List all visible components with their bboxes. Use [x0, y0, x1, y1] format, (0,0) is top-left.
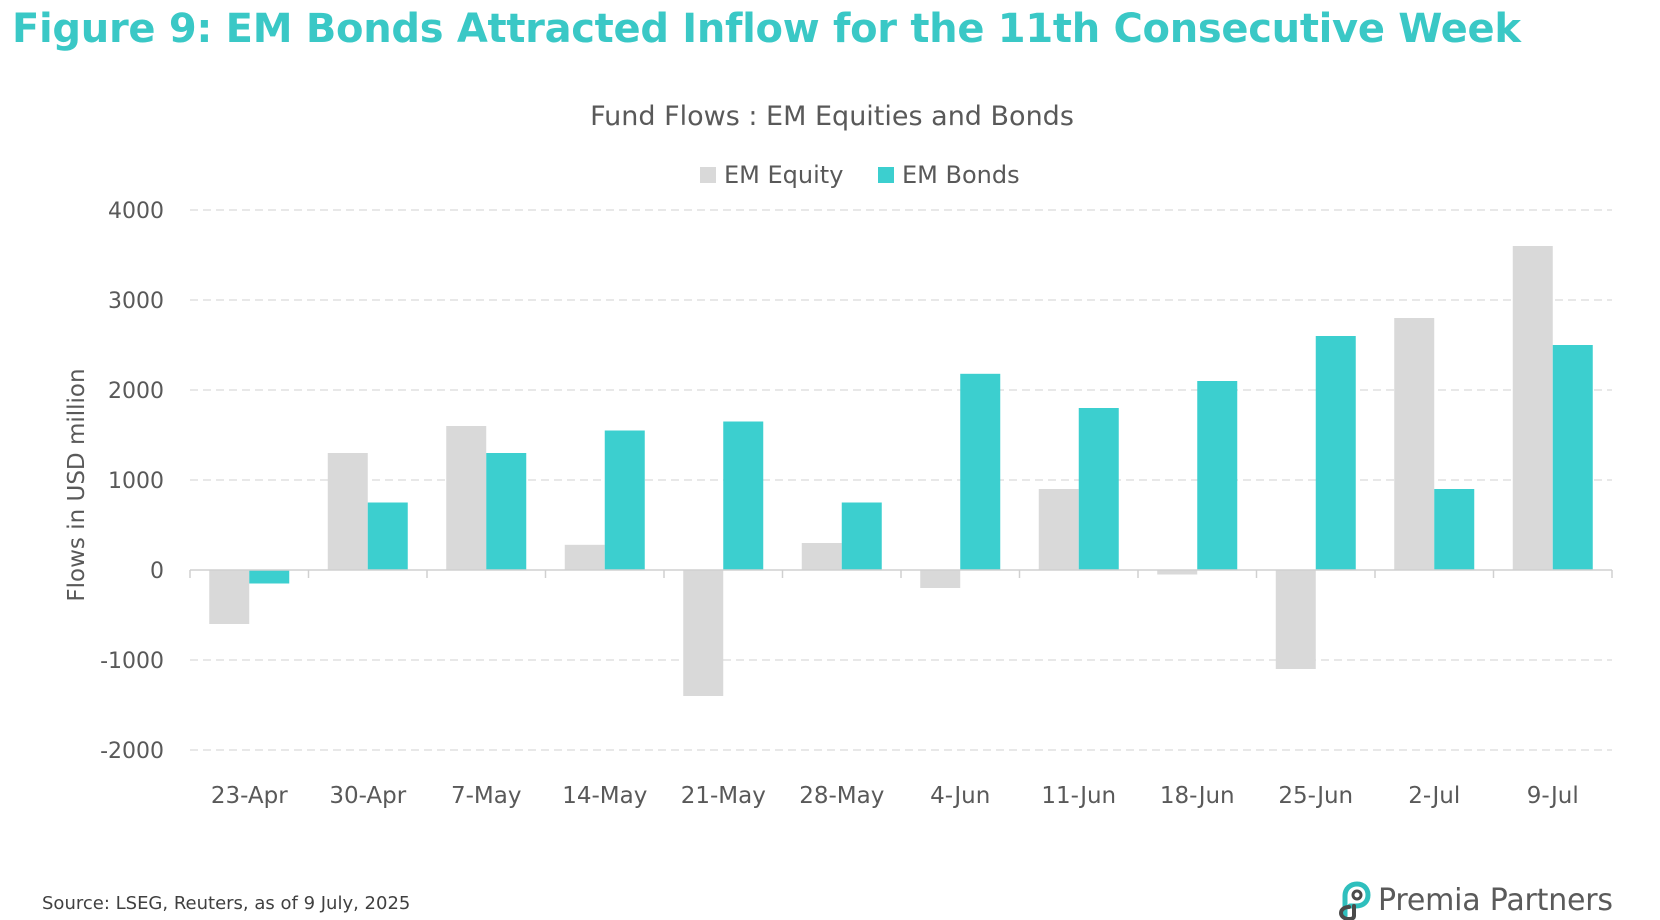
x-tick-label: 21-May [681, 783, 766, 809]
source-note: Source: LSEG, Reuters, as of 9 July, 202… [42, 893, 411, 914]
y-tick-label: 3000 [108, 289, 164, 314]
em-bonds-bar-25-jun [1315, 336, 1356, 570]
em-bonds-bar-30-apr [367, 502, 408, 570]
y-tick-label: 2000 [108, 379, 164, 404]
y-tick-label: 1000 [108, 469, 164, 494]
bar-series [209, 246, 1593, 696]
em-bonds-bar-7-may [486, 453, 527, 570]
y-tick-label: -1000 [100, 649, 164, 674]
legend-swatch-em-equity [700, 167, 716, 183]
x-tick-label: 23-Apr [211, 783, 288, 809]
x-axis-ticks: 23-Apr 30-Apr 7-May 14-May 21-May 28-May 4-Jun… [211, 783, 1579, 809]
x-tick-label: 18-Jun [1160, 783, 1235, 809]
em-equity-bar-11-jun [1038, 489, 1079, 570]
chart-legend: EM Equity EM Bonds [700, 161, 1020, 189]
y-tick-label: 0 [150, 559, 164, 584]
em-equity-bar-23-apr [209, 570, 250, 624]
em-equity-bar-14-may [564, 544, 605, 570]
premia-partners-logo-icon [1338, 881, 1371, 920]
premia-partners-logo: Premia Partners [1336, 880, 1613, 920]
x-tick-label: 9-Jul [1527, 783, 1579, 809]
em-equity-bar-7-may [446, 426, 487, 570]
em-equity-bar-4-jun [920, 570, 961, 588]
x-tick-label: 30-Apr [329, 783, 406, 809]
em-equity-bar-18-jun [1157, 570, 1198, 575]
x-tick-label: 25-Jun [1278, 783, 1353, 809]
x-tick-label: 2-Jul [1408, 783, 1460, 809]
legend-label-em-equity: EM Equity [724, 161, 843, 189]
logo-wordmark: Premia Partners [1378, 882, 1613, 918]
em-bonds-bar-18-jun [1197, 381, 1238, 570]
x-tick-label: 28-May [799, 783, 884, 809]
em-bonds-bar-14-may [604, 430, 645, 570]
em-bonds-bar-23-apr [249, 570, 290, 584]
legend-swatch-em-bonds [878, 167, 894, 183]
em-bonds-bar-28-may [841, 502, 882, 570]
grid-lines [190, 209, 1612, 751]
em-bonds-bar-21-may [723, 421, 764, 570]
x-tick-label: 11-Jun [1041, 783, 1116, 809]
em-equity-bar-2-jul [1394, 318, 1435, 570]
em-equity-bar-9-jul [1512, 246, 1553, 570]
em-bonds-bar-9-jul [1552, 345, 1593, 570]
chart-title: Fund Flows : EM Equities and Bonds [590, 101, 1074, 132]
em-bonds-bar-4-jun [960, 373, 1001, 570]
x-tick-label: 7-May [451, 783, 521, 809]
y-axis-label: Flows in USD million [64, 368, 90, 601]
x-axis [189, 569, 1613, 578]
fund-flows-chart: Fund Flows : EM Equities and Bonds EM Eq… [64, 101, 1613, 809]
em-bonds-bar-11-jun [1078, 408, 1119, 570]
em-bonds-bar-2-jul [1434, 489, 1475, 570]
em-equity-bar-21-may [683, 570, 724, 696]
y-axis-ticks: -2000 -1000 0 1000 2000 3000 4000 [100, 199, 164, 764]
x-tick-label: 4-Jun [930, 783, 990, 809]
em-equity-bar-30-apr [327, 453, 368, 570]
y-tick-label: -2000 [100, 739, 164, 764]
em-equity-bar-25-jun [1275, 570, 1316, 669]
y-tick-label: 4000 [108, 199, 164, 224]
figure-title: Figure 9: EM Bonds Attracted Inflow for … [12, 6, 1521, 52]
legend-label-em-bonds: EM Bonds [902, 161, 1020, 189]
x-tick-label: 14-May [562, 783, 647, 809]
em-equity-bar-28-may [801, 543, 842, 570]
